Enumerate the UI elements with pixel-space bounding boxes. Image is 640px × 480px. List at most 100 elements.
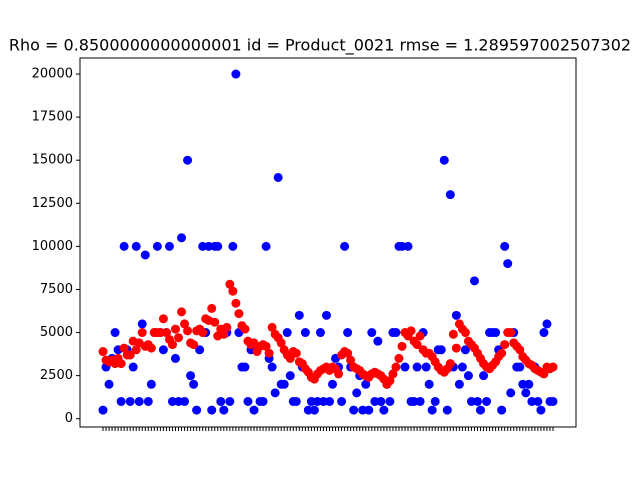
point [548, 396, 558, 406]
point [460, 328, 470, 338]
point [261, 341, 271, 351]
y-tick-label: 15000 [32, 153, 73, 168]
point [427, 405, 437, 415]
point [174, 333, 184, 343]
point [222, 322, 232, 332]
point [385, 396, 395, 406]
point [264, 348, 274, 358]
point [273, 172, 283, 182]
point [261, 241, 271, 251]
point [506, 328, 516, 338]
y-tick-label: 17500 [32, 110, 73, 125]
point [391, 328, 401, 338]
point [170, 324, 180, 334]
point [406, 326, 416, 336]
point [119, 343, 129, 353]
point [415, 396, 425, 406]
point [249, 405, 259, 415]
point [515, 345, 525, 355]
point [270, 388, 280, 398]
y-tick-label: 0 [65, 411, 73, 426]
point [128, 362, 138, 372]
point [195, 345, 205, 355]
point [219, 329, 229, 339]
point [539, 369, 549, 379]
point [285, 353, 295, 363]
point [497, 348, 507, 358]
point [506, 388, 516, 398]
point [231, 298, 241, 308]
point [282, 328, 292, 338]
point [104, 379, 114, 389]
point [346, 355, 356, 365]
point [379, 405, 389, 415]
point [276, 338, 286, 348]
point [536, 405, 546, 415]
point [240, 362, 250, 372]
point [143, 396, 153, 406]
y-tick-label: 7500 [40, 282, 73, 297]
point [219, 405, 229, 415]
point [469, 276, 479, 286]
point [349, 405, 359, 415]
point [533, 396, 543, 406]
point [213, 241, 223, 251]
chart-title: Rho = 0.8500000000000001 id = Product_00… [9, 36, 631, 56]
point [412, 340, 422, 350]
point [376, 396, 386, 406]
point [225, 279, 235, 289]
point [397, 341, 407, 351]
point [116, 359, 126, 369]
point [183, 326, 193, 336]
point [439, 155, 449, 165]
point [479, 371, 489, 381]
point [167, 340, 177, 350]
point [225, 396, 235, 406]
point [548, 362, 558, 372]
y-tick-label: 10000 [32, 239, 73, 254]
point [134, 396, 144, 406]
point [448, 329, 458, 339]
point [328, 379, 338, 389]
point [491, 328, 501, 338]
point [183, 155, 193, 165]
point [258, 396, 268, 406]
point [177, 307, 187, 317]
point [542, 319, 552, 329]
point [285, 371, 295, 381]
y-tick-label: 12500 [32, 196, 73, 211]
point [177, 233, 187, 243]
point [170, 353, 180, 363]
point [463, 371, 473, 381]
point [315, 328, 325, 338]
point [243, 396, 253, 406]
point [186, 371, 196, 381]
point [497, 405, 507, 415]
point [503, 259, 513, 269]
point [98, 405, 108, 415]
point [294, 310, 304, 320]
point [110, 328, 120, 338]
point [180, 319, 190, 329]
point [421, 362, 431, 372]
point [98, 347, 108, 357]
point [198, 328, 208, 338]
point [125, 396, 135, 406]
point [210, 317, 220, 327]
point [436, 345, 446, 355]
point [412, 362, 422, 372]
y-tick-label: 20000 [32, 67, 73, 82]
point [137, 328, 147, 338]
point [500, 241, 510, 251]
point [385, 376, 395, 386]
point [391, 362, 401, 372]
point [524, 379, 534, 389]
point [207, 303, 217, 313]
point [352, 388, 362, 398]
point [164, 241, 174, 251]
point [394, 353, 404, 363]
point [457, 362, 467, 372]
plot-frame [79, 57, 577, 428]
point [228, 241, 238, 251]
